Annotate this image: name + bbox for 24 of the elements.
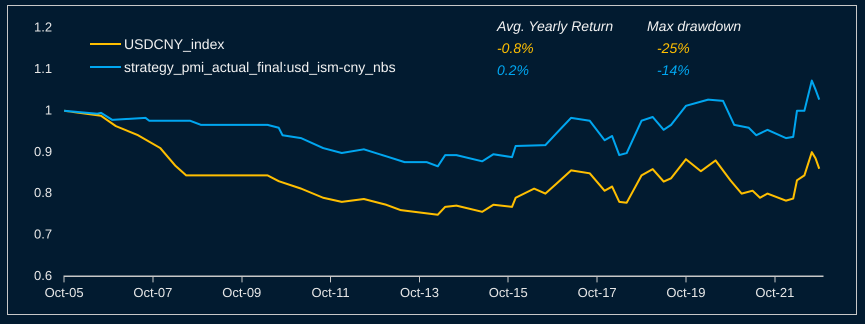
x-tick-label: Oct-15 — [488, 284, 528, 300]
x-tick-label: Oct-09 — [222, 284, 262, 300]
y-tick-label: 0.8 — [34, 185, 52, 200]
legend-label: USDCNY_index — [124, 36, 224, 52]
y-tick-label: 0.9 — [34, 144, 52, 159]
x-tick-label: Oct-21 — [755, 284, 794, 300]
annotation: Avg. Yearly Return — [497, 17, 614, 36]
x-tick-label: Oct-11 — [312, 284, 350, 300]
annotation: 0.2% — [497, 61, 530, 80]
y-tick-label: 1.1 — [34, 60, 52, 76]
x-tick-label: Oct-13 — [400, 284, 439, 300]
y-tick-label: 1 — [44, 102, 52, 118]
x-tick-label: Oct-17 — [578, 284, 617, 300]
y-tick-label: 0.7 — [34, 226, 52, 242]
y-tick-label: 1.2 — [34, 20, 52, 35]
x-tick-label: Oct-05 — [44, 284, 84, 300]
annotation: -0.8% — [497, 39, 535, 58]
x-tick-label: Oct-19 — [666, 284, 706, 300]
y-tick-label: 0.6 — [34, 268, 52, 283]
annotation: -25% — [656, 39, 691, 58]
annotation: -14% — [656, 61, 691, 80]
annotation: Max drawdown — [647, 17, 742, 36]
legend-label: strategy_pmi_actual_final:usd_ism-cny_nbs — [124, 58, 396, 74]
x-tick-label: Oct-07 — [133, 284, 172, 300]
